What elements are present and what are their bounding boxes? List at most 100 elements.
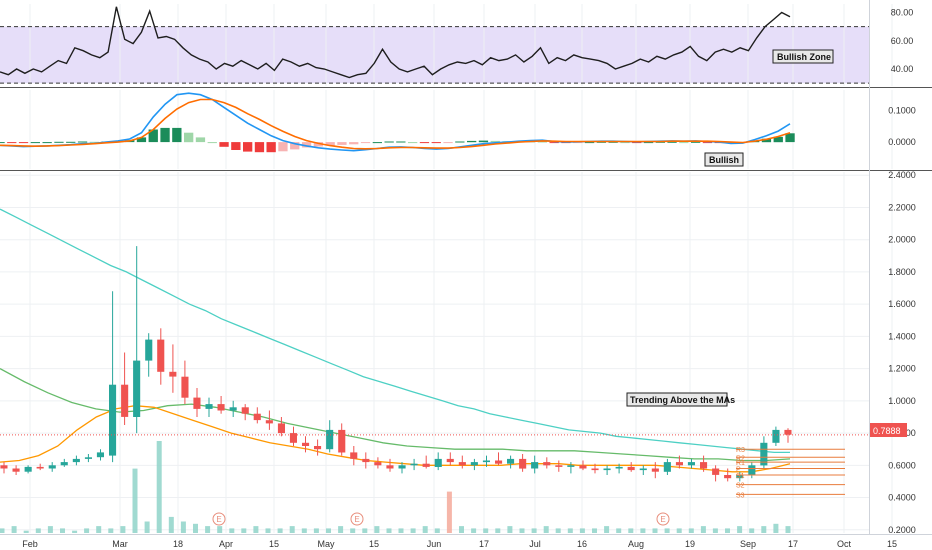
macd-histogram-bar (761, 138, 772, 143)
volume-bar (434, 528, 440, 533)
volume-bar (712, 528, 718, 533)
macd-histogram-bar (349, 142, 359, 145)
volume-bar (652, 528, 658, 533)
volume-bar (313, 528, 319, 533)
candle-body (543, 462, 551, 466)
rsi-tick-label: 80.00 (891, 7, 914, 17)
macd-histogram-bar (266, 142, 276, 153)
volume-bar (700, 526, 706, 533)
candle-body (60, 462, 68, 466)
volume-bar (495, 528, 501, 533)
candle-body (712, 468, 720, 475)
rsi-tick-label: 40.00 (891, 64, 914, 74)
candle-body (687, 462, 695, 466)
price-tick-label: 0.4000 (888, 493, 916, 503)
macd-histogram-bar (691, 141, 701, 143)
candle-body (253, 413, 261, 421)
candle-body (302, 442, 310, 446)
candle-body (507, 458, 515, 464)
price-tick-label: 1.4000 (888, 331, 916, 341)
volume-bar (47, 526, 53, 533)
time-axis-label: 18 (173, 539, 183, 549)
rsi-pane[interactable]: 80.00 60.00 40.00 Bullish Zone (0, 4, 913, 86)
volume-bar (519, 528, 525, 533)
volume-bar (277, 528, 283, 533)
candle-body (555, 465, 563, 467)
candle-body (133, 360, 141, 417)
volume-bar (301, 528, 307, 533)
macd-histogram-bar (290, 142, 300, 150)
earnings-marker-circle (212, 512, 226, 526)
macd-histogram-bar (148, 129, 158, 143)
volume-bar (676, 528, 682, 533)
candle-body (24, 466, 32, 472)
macd-histogram-bar (77, 141, 88, 143)
volume-bar (96, 526, 102, 533)
volume-bar (265, 528, 271, 533)
candle-body (48, 465, 56, 469)
candle-body (326, 429, 334, 450)
volume-bar (132, 468, 138, 533)
volume-bar (120, 526, 126, 533)
volume-bar (604, 526, 610, 533)
time-axis[interactable]: Feb Mar 18 Apr 15 May 15 Jun 17 Jul 16 Aug 19 Sep 17 Oc… (22, 539, 897, 549)
rsi-tick-label: 60.00 (891, 36, 914, 46)
volume-bar (205, 526, 211, 533)
candle-body (193, 397, 201, 409)
time-axis-label: Jun (427, 539, 442, 549)
pivot-label: S2 (736, 483, 745, 490)
macd-histogram-bar (396, 141, 406, 143)
volume-bar (616, 528, 622, 533)
moving-average-mid (0, 368, 791, 462)
candle-body (36, 466, 44, 469)
macd-pane[interactable]: 0.1000 0.0000 Bullish (0, 90, 916, 169)
macd-annotation-label: Bullish (709, 155, 739, 165)
volume-bar (386, 528, 392, 533)
candle-body (350, 452, 358, 459)
time-axis-label: Sep (740, 539, 756, 549)
earnings-marker-label: E (660, 515, 665, 524)
volume-bar (180, 521, 186, 533)
macd-histogram-bar (632, 142, 642, 144)
candle-body (157, 339, 165, 372)
price-annotation-label: Trending Above the MAs (630, 395, 735, 405)
volume-bar (217, 526, 223, 533)
price-tick-label: 1.2000 (888, 364, 916, 374)
rsi-annotation-label: Bullish Zone (777, 52, 831, 62)
macd-histogram-bar (184, 132, 194, 143)
volume-bar (640, 528, 646, 533)
time-axis-label: May (317, 539, 335, 549)
volume-bar (289, 526, 295, 533)
time-axis-label: 17 (788, 539, 798, 549)
pivot-label: R1 (736, 460, 745, 467)
macd-histogram-bar (490, 140, 500, 143)
macd-histogram-bar (478, 140, 489, 143)
macd-histogram-bar (42, 142, 52, 144)
candle-body (519, 458, 527, 469)
macd-histogram-bar (773, 136, 783, 143)
volume-bar (338, 526, 344, 533)
candle-body (724, 475, 732, 479)
candle-body (169, 371, 177, 377)
candle-body (410, 463, 418, 466)
candle-body (374, 462, 382, 466)
macd-histogram-bar (372, 142, 382, 144)
volume-bar (725, 528, 730, 533)
macd-histogram-bar (455, 141, 465, 143)
volume-bar (156, 441, 162, 533)
pivot-label: S1 (736, 473, 745, 480)
rsi-grid (29, 4, 893, 86)
macd-histogram-bar (89, 141, 99, 143)
rsi-axis: 80.00 60.00 40.00 (891, 7, 914, 74)
time-axis-label: 15 (269, 539, 279, 549)
volume-bar (72, 530, 78, 533)
volume-bar (579, 528, 585, 533)
volume-bar (773, 523, 779, 533)
candle-body (229, 407, 237, 411)
macd-histogram-bar (325, 142, 335, 146)
volume-bar (459, 526, 464, 533)
candle-body (760, 442, 768, 466)
